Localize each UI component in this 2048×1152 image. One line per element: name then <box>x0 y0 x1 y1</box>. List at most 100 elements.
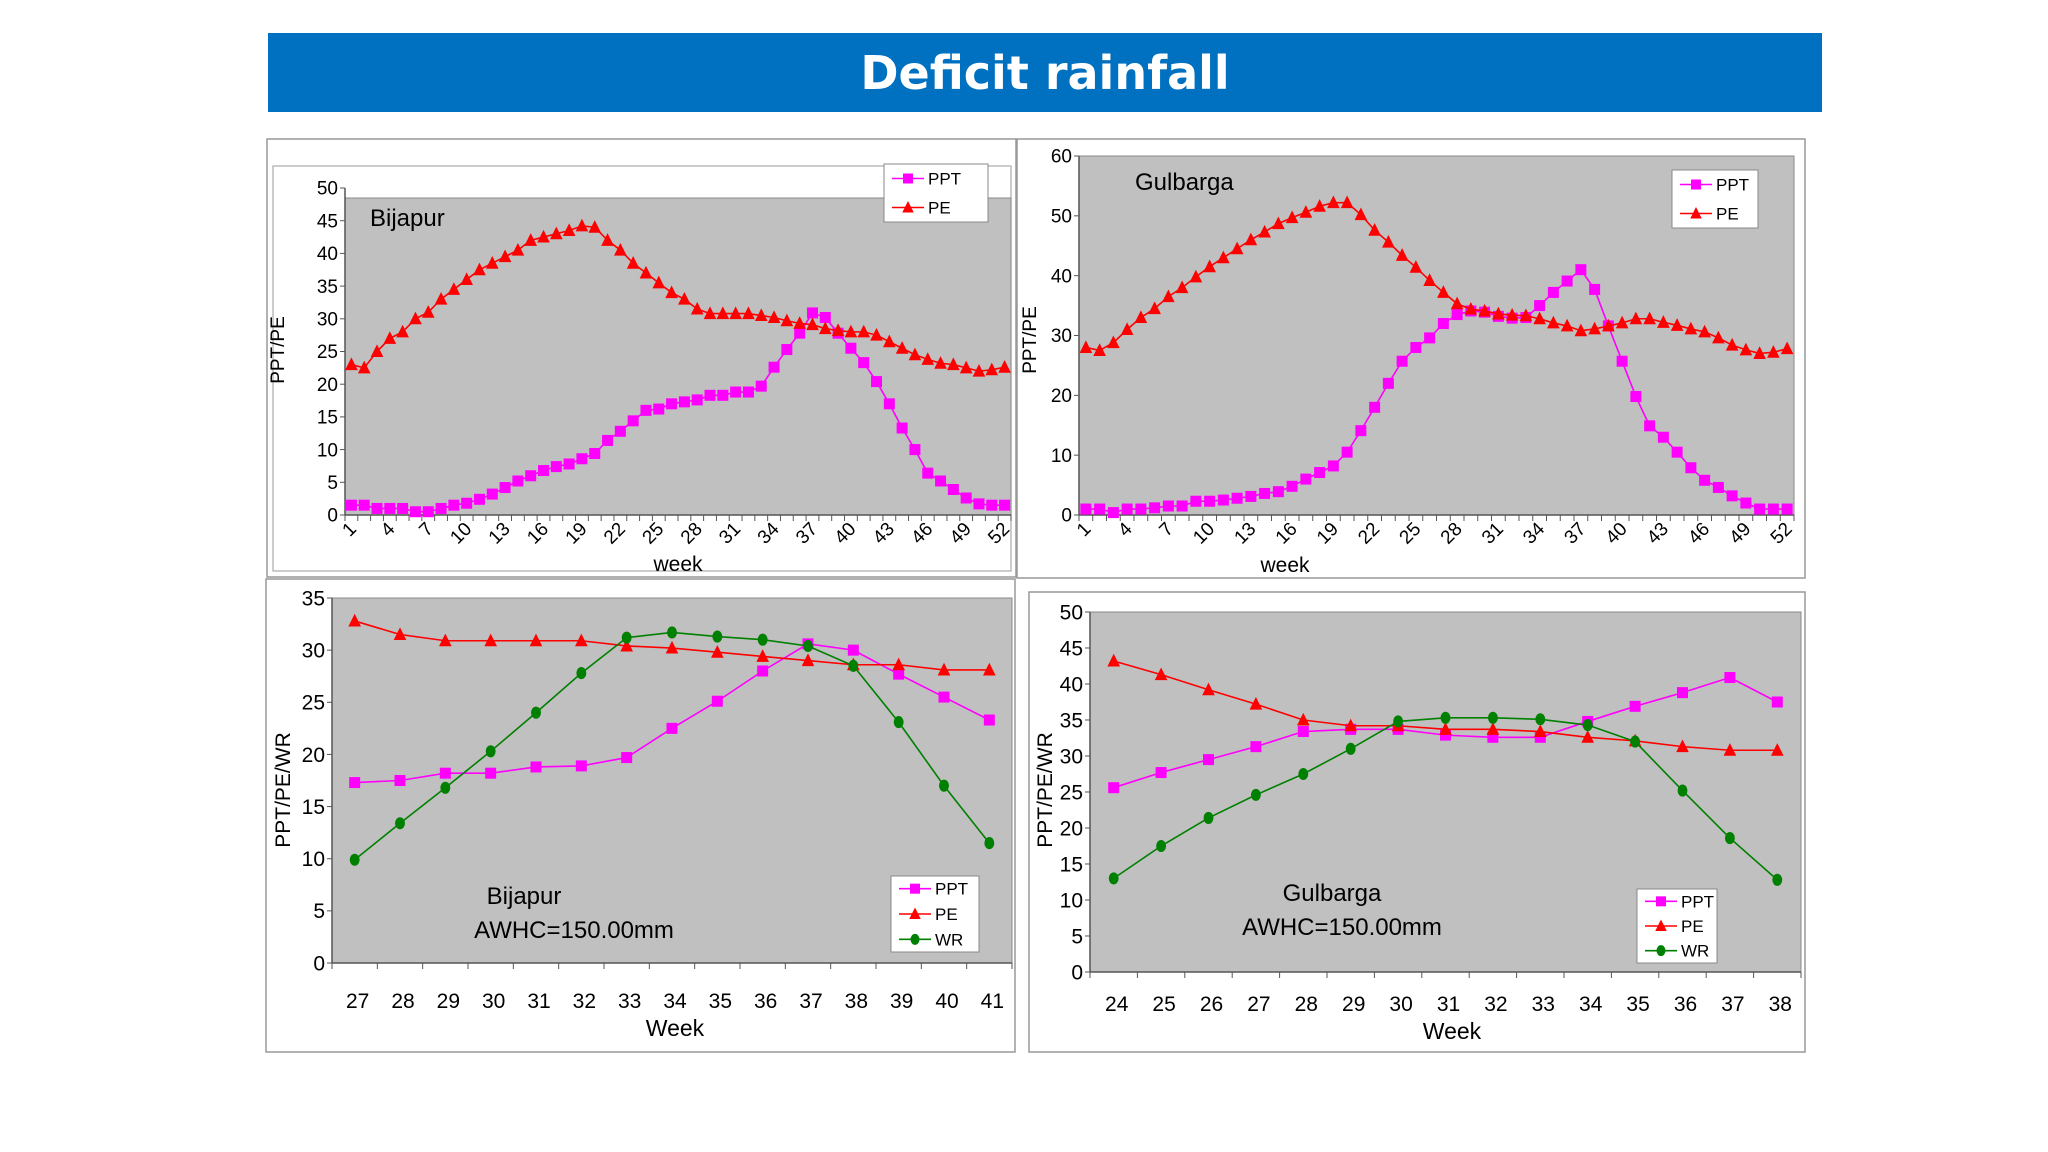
x-tick-label: 41 <box>981 990 1004 1013</box>
data-point-pe <box>575 218 589 232</box>
data-point-pe <box>1189 269 1203 283</box>
data-point-pe <box>348 613 361 627</box>
data-point-pe <box>703 306 717 320</box>
data-point-ppt <box>666 722 678 734</box>
legend-marker-ppt <box>1656 896 1666 907</box>
data-point-pe <box>857 324 871 338</box>
data-point-pe <box>447 282 461 295</box>
chart-annotation: Gulbarga <box>1135 169 1234 196</box>
data-point-pe <box>1382 235 1395 248</box>
legend-label: PE <box>1716 205 1739 224</box>
legend-label: PE <box>928 199 951 218</box>
data-point-ppt <box>1781 503 1793 515</box>
data-point-pe <box>1676 739 1689 753</box>
data-point-pe <box>1313 199 1326 212</box>
data-point-pe <box>972 363 986 377</box>
data-point-pe <box>460 272 473 286</box>
data-point-ppt <box>1314 467 1326 479</box>
data-point-wr <box>395 817 405 830</box>
data-point-ppt <box>1108 782 1120 794</box>
data-point-pe <box>409 311 422 325</box>
data-point-ppt <box>614 425 626 437</box>
data-point-wr <box>1630 735 1641 748</box>
data-point-pe <box>1670 318 1684 331</box>
data-point-ppt <box>883 398 895 410</box>
data-point-ppt <box>538 465 550 477</box>
data-point-ppt <box>1094 503 1106 515</box>
x-tick-label: 35 <box>709 990 732 1013</box>
data-point-ppt <box>847 644 859 656</box>
data-point-ppt <box>730 386 742 398</box>
series-wr <box>1108 711 1783 886</box>
x-tick-label: 35 <box>1626 993 1649 1016</box>
x-axis-label: Week <box>646 1015 705 1041</box>
y-tick-label: 15 <box>302 796 325 819</box>
legend-label: PE <box>1681 917 1704 936</box>
legend-marker-ppt <box>903 173 913 184</box>
data-point-ppt <box>1561 275 1573 287</box>
data-point-ppt <box>384 502 396 514</box>
data-point-ppt <box>394 775 406 786</box>
y-tick-label: 50 <box>317 179 338 200</box>
data-point-ppt <box>1699 474 1711 486</box>
series-line-pe <box>351 225 1005 372</box>
y-tick-label: 35 <box>317 277 338 298</box>
x-tick-label: 29 <box>1342 993 1365 1016</box>
chart-annotation: Gulbarga <box>1283 880 1382 907</box>
x-tick-label: 31 <box>1437 993 1460 1016</box>
data-point-ppt <box>439 767 451 779</box>
x-tick-label: 27 <box>1247 993 1270 1016</box>
data-point-ppt <box>704 389 716 401</box>
data-point-ppt <box>806 307 818 319</box>
data-point-pe <box>1615 315 1629 329</box>
data-point-ppt <box>1487 731 1499 743</box>
legend-label: PPT <box>928 170 961 189</box>
data-point-pe <box>1423 273 1436 286</box>
x-tick-label: 28 <box>1295 993 1318 1016</box>
data-point-pe <box>1437 285 1450 298</box>
data-point-ppt <box>781 344 793 356</box>
legend-marker-wr <box>910 933 920 945</box>
data-point-pe <box>1154 667 1168 681</box>
data-point-pe <box>665 640 679 654</box>
data-point-pe <box>711 645 724 658</box>
series-pe <box>1107 653 1784 756</box>
x-tick-label: 37 <box>799 990 822 1013</box>
data-point-ppt <box>999 499 1011 511</box>
data-point-ppt <box>986 499 998 511</box>
data-point-pe <box>345 357 358 371</box>
legend-marker-pe <box>1655 919 1667 931</box>
y-axis-label: PPT/PE <box>1020 306 1041 374</box>
x-axis-label: week <box>1259 554 1310 577</box>
data-point-pe <box>1519 308 1533 322</box>
data-point-pe <box>818 321 832 335</box>
data-point-pe <box>1244 232 1258 246</box>
data-point-wr <box>1250 788 1261 801</box>
data-point-ppt <box>1121 503 1133 515</box>
data-point-ppt <box>1259 487 1271 499</box>
data-point-wr <box>1440 711 1451 724</box>
legend-marker-ppt <box>1691 179 1701 190</box>
y-tick-label: 40 <box>317 244 338 265</box>
data-point-ppt <box>435 502 447 514</box>
x-tick-label: 33 <box>618 990 641 1013</box>
data-point-pe <box>767 310 781 323</box>
data-point-ppt <box>1771 696 1783 708</box>
y-axis-label: PPT/PE/WR <box>272 732 295 848</box>
x-tick-label: 39 <box>890 990 913 1013</box>
data-point-wr <box>1393 715 1404 728</box>
data-point-ppt <box>499 482 511 494</box>
data-point-ppt <box>621 752 633 764</box>
data-point-ppt <box>1286 480 1298 492</box>
data-point-pe <box>1712 330 1725 344</box>
y-tick-label: 40 <box>1051 266 1072 287</box>
data-point-pe <box>1547 315 1560 329</box>
data-point-pe <box>1533 724 1547 738</box>
data-point-pe <box>1285 210 1299 224</box>
data-point-pe <box>1581 730 1595 743</box>
data-point-wr <box>939 779 949 792</box>
data-point-pe <box>716 306 730 320</box>
data-point-ppt <box>768 361 780 373</box>
data-point-ppt <box>1176 500 1188 512</box>
data-point-ppt <box>1217 494 1229 506</box>
